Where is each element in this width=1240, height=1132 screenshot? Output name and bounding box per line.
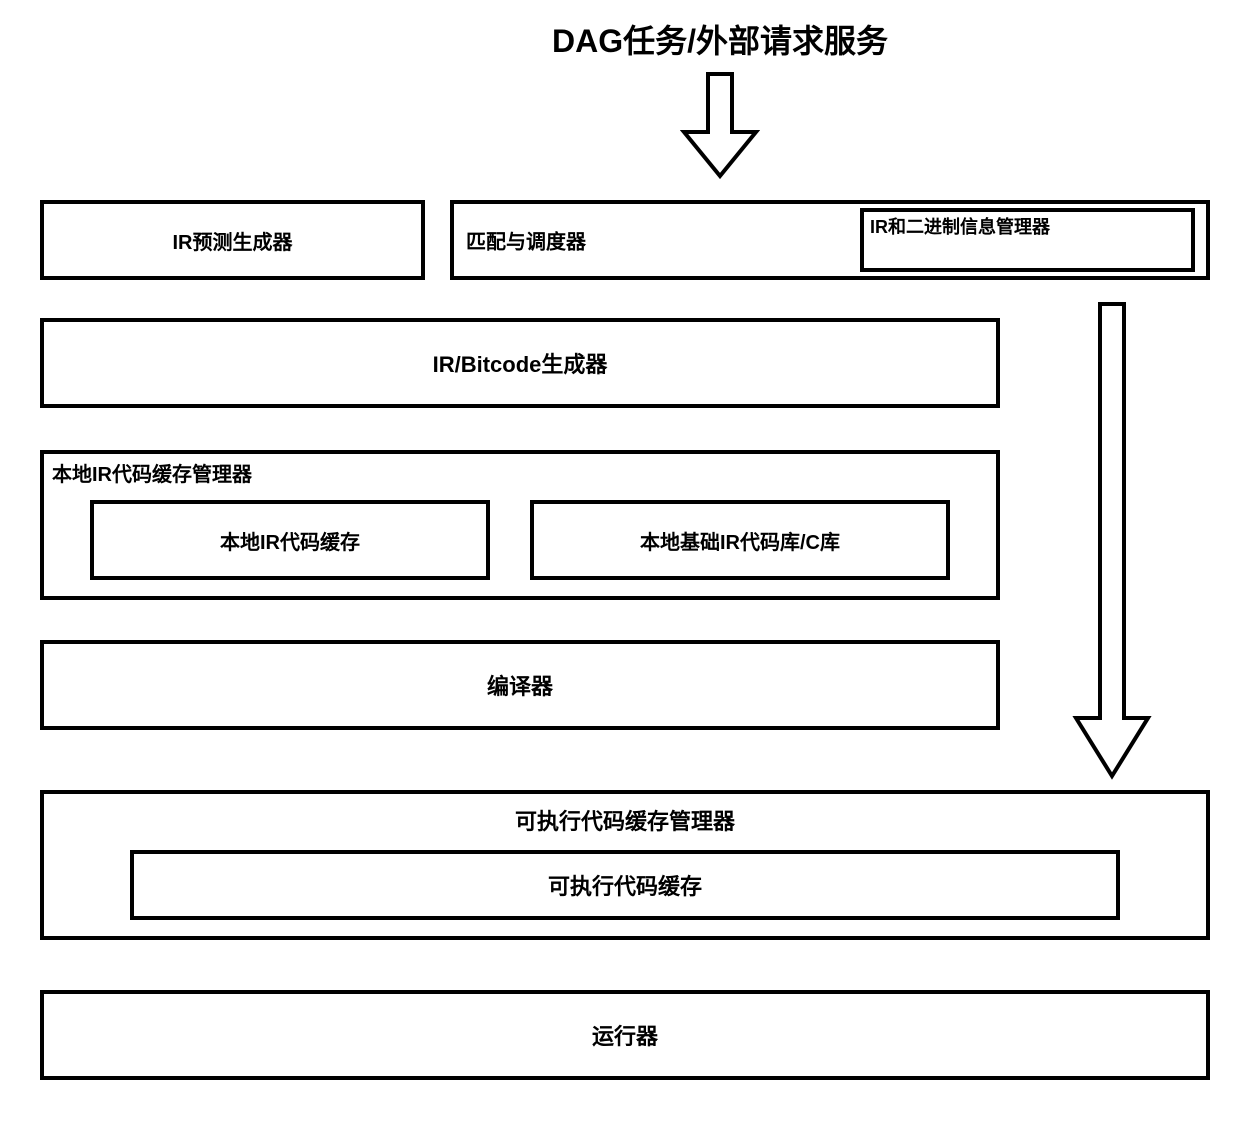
box-exec-cache: 可执行代码缓存 [130,850,1120,920]
box-local-base-ir-lib: 本地基础IR代码库/C库 [530,500,950,580]
label-local-base-ir-lib: 本地基础IR代码库/C库 [640,526,840,555]
diagram-title: DAG任务/外部请求服务 [480,16,960,62]
label-ir-bitcode-generator: IR/Bitcode生成器 [433,347,608,379]
label-local-ir-cache-manager: 本地IR代码缓存管理器 [52,458,252,487]
box-ir-predictor: IR预测生成器 [40,200,425,280]
label-runner: 运行器 [592,1019,658,1051]
box-exec-cache-manager: 可执行代码缓存管理器 可执行代码缓存 [40,790,1210,940]
label-ir-predictor: IR预测生成器 [173,226,293,255]
box-runner: 运行器 [40,990,1210,1080]
box-ir-bitcode-generator: IR/Bitcode生成器 [40,318,1000,408]
label-ir-binary-manager: IR和二进制信息管理器 [870,216,1185,239]
box-local-ir-cache-manager: 本地IR代码缓存管理器 本地IR代码缓存 本地基础IR代码库/C库 [40,450,1000,600]
box-ir-binary-manager: IR和二进制信息管理器 [860,208,1195,272]
arrow-right-down [1072,300,1152,780]
arrow-top [680,70,760,180]
box-compiler: 编译器 [40,640,1000,730]
label-exec-cache: 可执行代码缓存 [548,869,702,901]
label-exec-cache-manager: 可执行代码缓存管理器 [44,804,1206,836]
label-compiler: 编译器 [487,669,553,701]
box-matcher-scheduler: 匹配与调度器 IR和二进制信息管理器 [450,200,1210,280]
label-matcher-scheduler: 匹配与调度器 [466,226,586,255]
box-local-ir-cache: 本地IR代码缓存 [90,500,490,580]
label-local-ir-cache: 本地IR代码缓存 [220,526,360,555]
